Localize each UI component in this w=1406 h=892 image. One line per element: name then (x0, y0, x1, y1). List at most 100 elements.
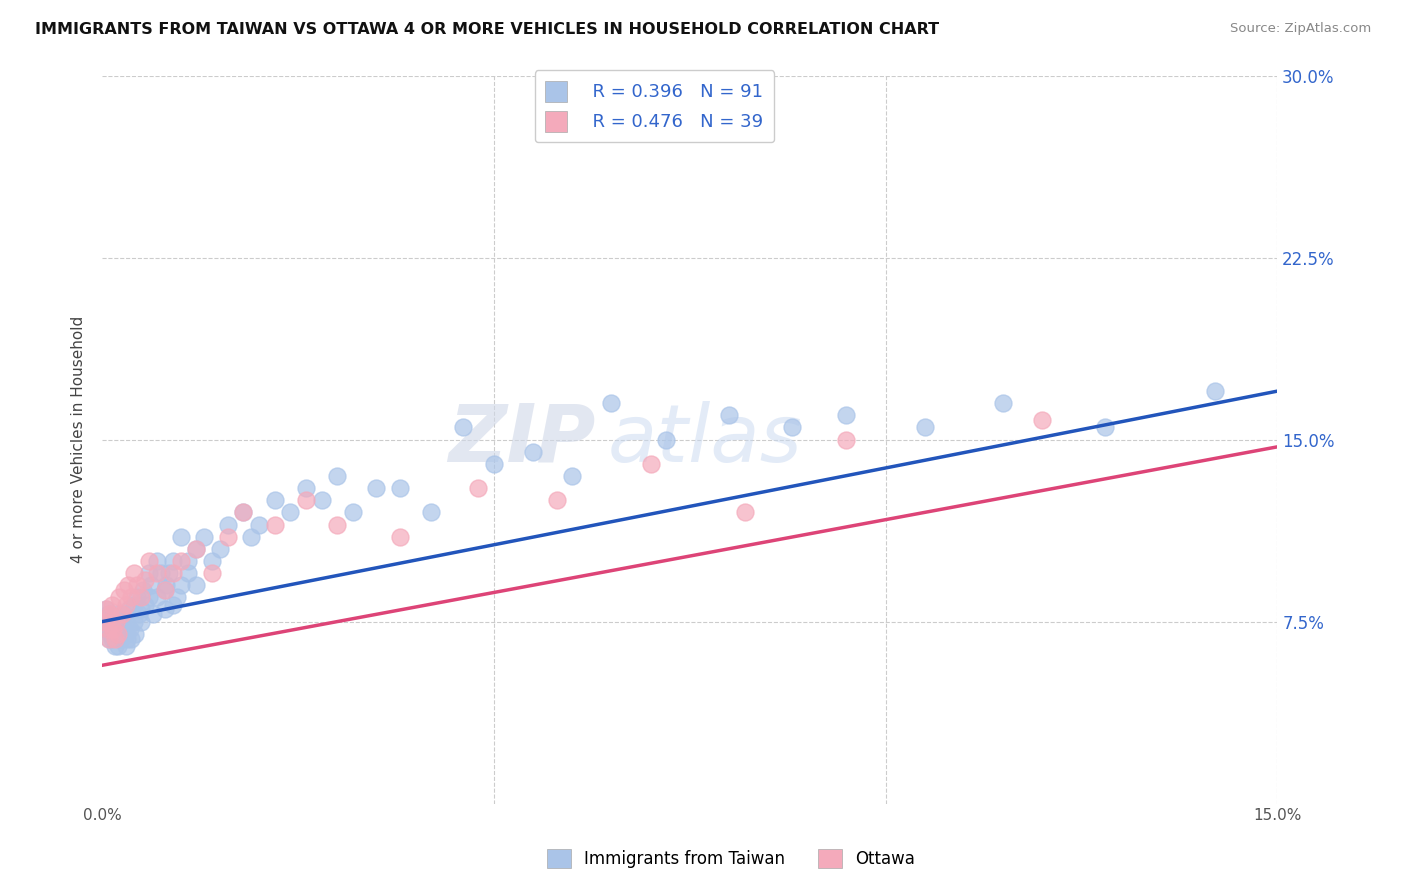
Point (169, 554, 191, 568)
Point (97, 622, 120, 636)
Point (342, 505, 364, 519)
Point (717, 409, 740, 423)
Point (186, 578, 208, 592)
Point (162, 598, 184, 612)
Point (326, 469, 349, 483)
Point (127, 578, 149, 592)
Point (193, 530, 215, 544)
Point (111, 626, 134, 640)
Point (138, 566, 160, 580)
Point (1031, 413, 1053, 427)
Point (451, 420, 474, 434)
Point (122, 598, 145, 612)
Point (93, 615, 115, 629)
Point (122, 566, 145, 580)
Point (522, 444, 544, 458)
Point (132, 582, 155, 597)
Point (169, 578, 191, 592)
Point (232, 505, 254, 519)
Point (201, 566, 224, 580)
Point (112, 582, 135, 597)
Point (111, 607, 134, 622)
Point (263, 517, 285, 532)
Point (103, 626, 125, 640)
Point (107, 639, 129, 653)
Point (112, 622, 135, 636)
Point (177, 566, 200, 580)
Point (131, 615, 153, 629)
Point (112, 607, 135, 622)
Point (93, 615, 115, 629)
Point (94, 602, 117, 616)
Point (295, 481, 318, 495)
Y-axis label: 4 or more Vehicles in Household: 4 or more Vehicles in Household (72, 316, 86, 563)
Point (240, 530, 263, 544)
Point (734, 505, 756, 519)
Point (117, 632, 139, 646)
Point (128, 607, 150, 622)
Point (108, 591, 131, 605)
Point (166, 591, 188, 605)
Point (138, 591, 160, 605)
Point (467, 481, 489, 495)
Point (1094, 420, 1116, 434)
Point (114, 615, 136, 629)
Point (600, 396, 623, 410)
Point (388, 530, 411, 544)
Point (98, 615, 121, 629)
Text: ZIP: ZIP (449, 401, 596, 479)
Point (420, 505, 443, 519)
Point (111, 615, 134, 629)
Text: Source: ZipAtlas.com: Source: ZipAtlas.com (1230, 22, 1371, 36)
Point (120, 632, 142, 646)
Point (366, 481, 388, 495)
Point (98, 607, 121, 622)
Point (835, 409, 858, 423)
Point (114, 598, 136, 612)
Point (655, 433, 678, 447)
Point (124, 626, 146, 640)
Point (122, 615, 145, 629)
Point (326, 517, 349, 532)
Point (217, 530, 239, 544)
Point (118, 622, 141, 636)
Legend:   R = 0.396   N = 91,   R = 0.476   N = 39: R = 0.396 N = 91, R = 0.476 N = 39 (534, 70, 775, 143)
Point (295, 493, 318, 508)
Point (186, 541, 208, 556)
Point (104, 622, 127, 636)
Point (263, 493, 285, 508)
Point (98, 626, 121, 640)
Point (97, 607, 120, 622)
Point (105, 607, 128, 622)
Point (1204, 384, 1226, 398)
Point (108, 632, 131, 646)
Point (247, 517, 270, 532)
Point (177, 554, 200, 568)
Point (146, 591, 169, 605)
Point (835, 433, 858, 447)
Point (153, 602, 176, 616)
Point (561, 469, 583, 483)
Text: IMMIGRANTS FROM TAIWAN VS OTTAWA 4 OR MORE VEHICLES IN HOUSEHOLD CORRELATION CHA: IMMIGRANTS FROM TAIWAN VS OTTAWA 4 OR MO… (35, 22, 939, 37)
Point (139, 578, 162, 592)
Point (142, 607, 165, 622)
Point (97, 622, 120, 636)
Point (117, 578, 139, 592)
Point (98, 632, 121, 646)
Point (105, 615, 128, 629)
Point (134, 574, 156, 588)
Point (98, 607, 121, 622)
Point (208, 541, 231, 556)
Point (991, 396, 1014, 410)
Point (98, 632, 121, 646)
Point (162, 554, 184, 568)
Point (201, 554, 224, 568)
Point (157, 566, 180, 580)
Point (100, 622, 122, 636)
Point (138, 554, 160, 568)
Point (131, 591, 153, 605)
Point (101, 632, 124, 646)
Point (149, 566, 172, 580)
Point (120, 591, 142, 605)
Point (780, 420, 803, 434)
